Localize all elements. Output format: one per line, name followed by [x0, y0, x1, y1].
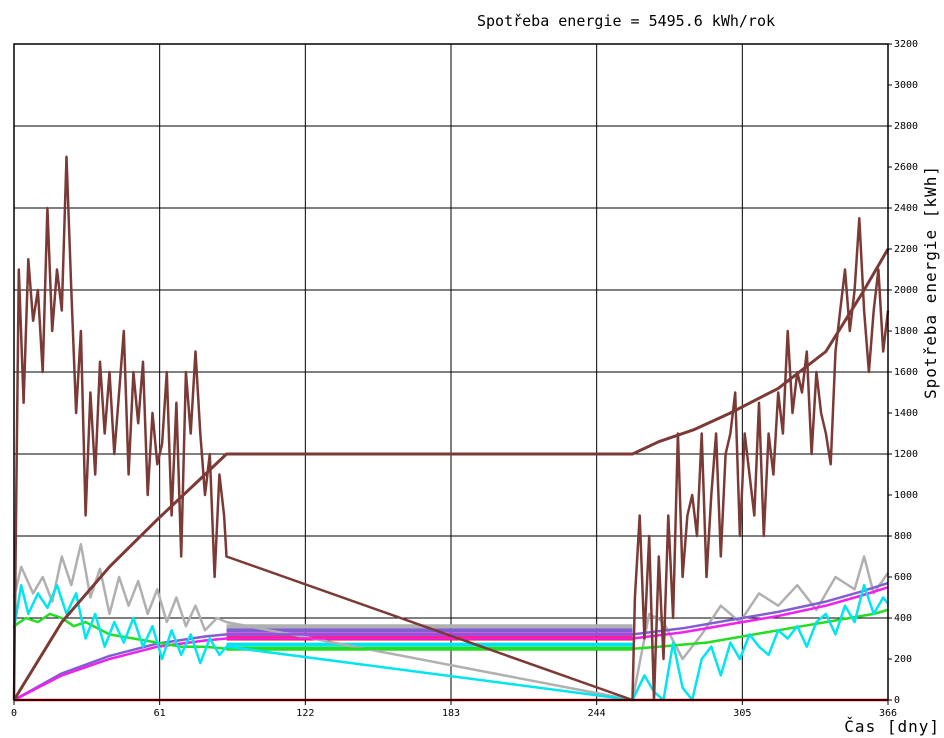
series-line-cumulative	[12, 248, 890, 701]
series-line-magenta	[13, 586, 889, 702]
y-tick-label: 0	[894, 695, 900, 706]
series-line-daily	[12, 155, 890, 702]
x-tick-label: 244	[588, 708, 606, 719]
series-lines	[12, 155, 890, 702]
x-axis-label: Čas [dny]	[844, 717, 940, 736]
x-tick-label: 0	[11, 708, 17, 719]
chart-title: Spotřeba energie = 5495.6 kWh/rok	[477, 12, 775, 30]
y-tick-label: 3000	[894, 80, 918, 91]
y-tick-label: 1800	[894, 326, 918, 337]
y-tick-label: 600	[894, 572, 912, 583]
series-line-purple	[13, 581, 889, 702]
x-tick-label: 122	[296, 708, 314, 719]
y-axis-ticks: 0 200 400 600 800 1000 1200 1400 1600 1800 2000 220…	[888, 39, 918, 706]
x-tick-label: 305	[733, 708, 751, 719]
series-line-grey	[12, 542, 890, 702]
y-tick-label: 3200	[894, 39, 918, 50]
y-axis-label: Spotřeba energie [kWh]	[921, 165, 940, 399]
series-line-cyan	[12, 583, 889, 702]
y-tick-label: 2200	[894, 244, 918, 255]
y-tick-label: 2600	[894, 162, 918, 173]
series-line-green	[13, 608, 889, 651]
y-tick-label: 2800	[894, 121, 918, 132]
x-tick-label: 61	[154, 708, 166, 719]
y-tick-label: 1400	[894, 408, 918, 419]
y-tick-label: 1600	[894, 367, 918, 378]
y-tick-label: 1000	[894, 490, 918, 501]
x-tick-label: 183	[442, 708, 460, 719]
x-tick-label: 366	[879, 708, 897, 719]
x-axis-ticks: 0 61 122 183 244 305 366	[11, 700, 897, 719]
y-tick-label: 2400	[894, 203, 918, 214]
y-tick-label: 1200	[894, 449, 918, 460]
y-tick-label: 200	[894, 654, 912, 665]
y-tick-label: 2000	[894, 285, 918, 296]
y-tick-label: 400	[894, 613, 912, 624]
y-tick-label: 800	[894, 531, 912, 542]
